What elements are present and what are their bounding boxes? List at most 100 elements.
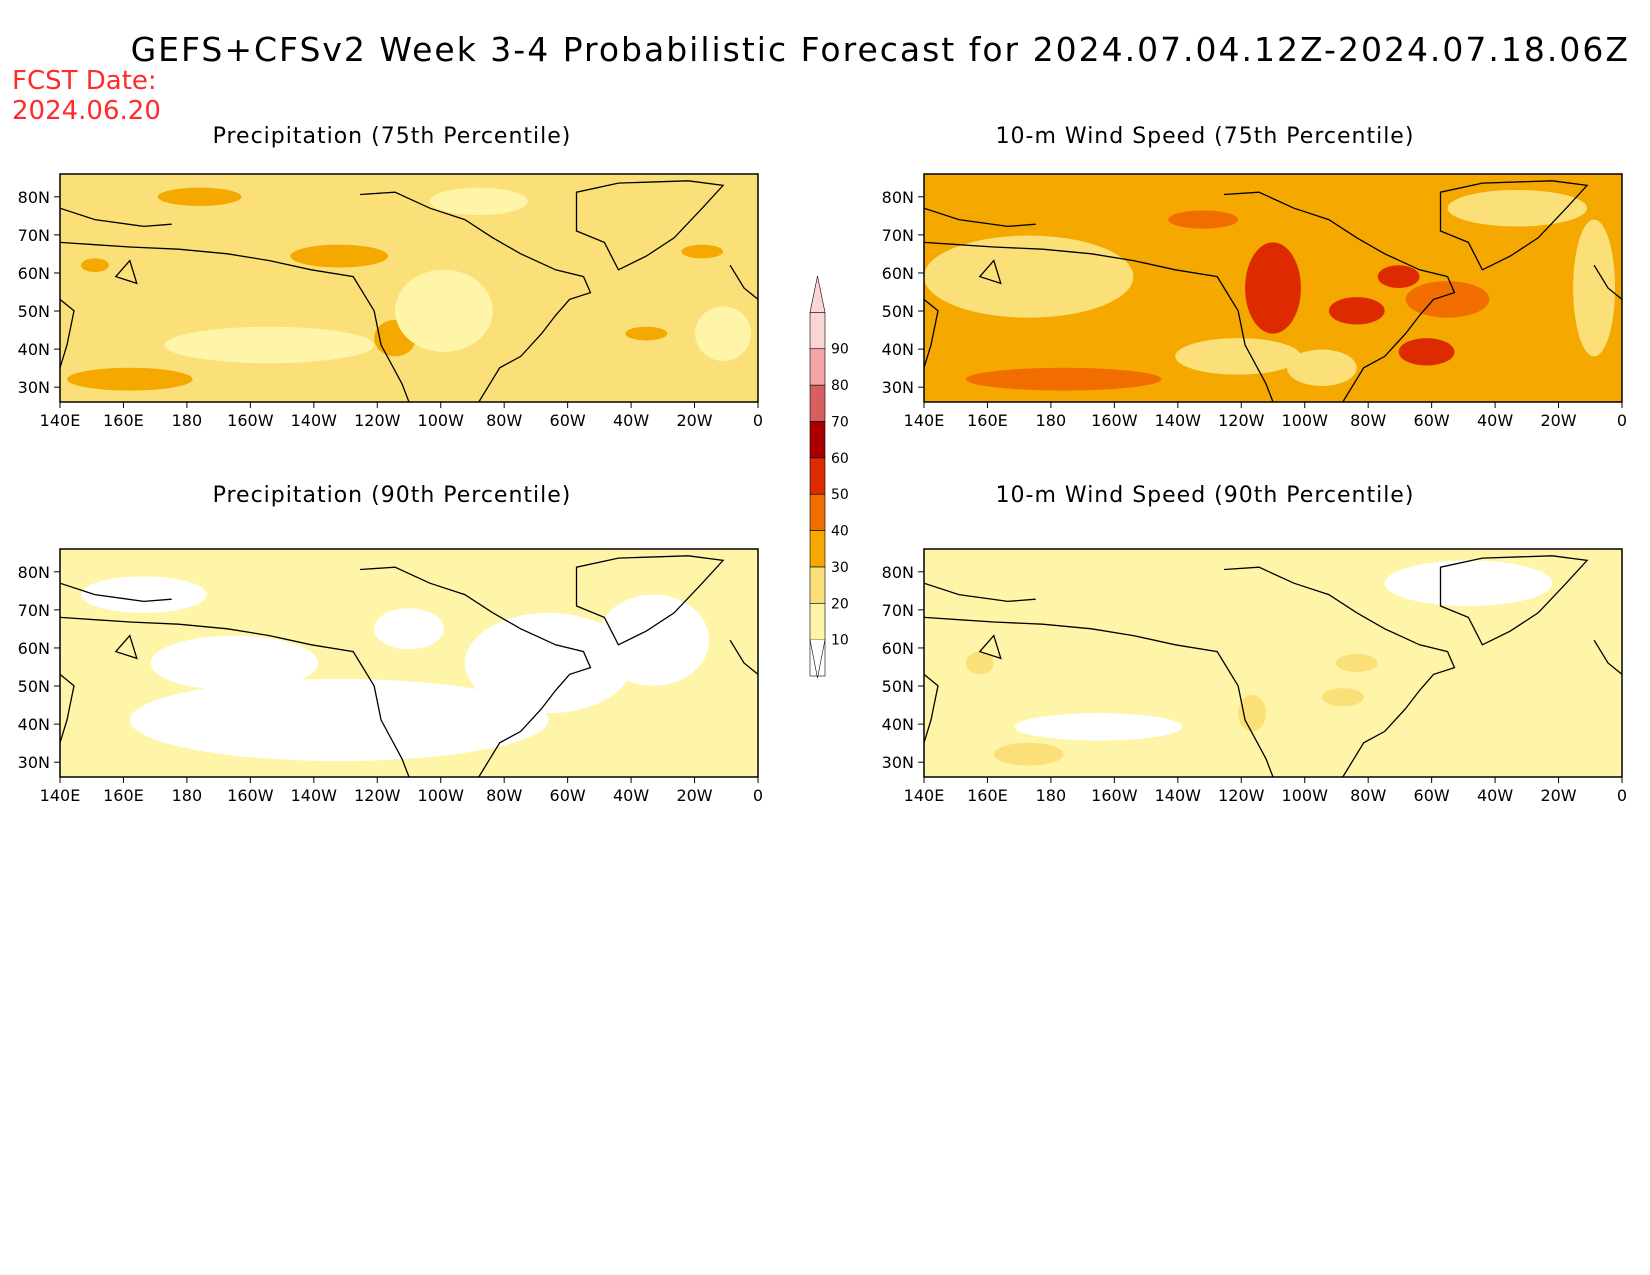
shaded-region	[625, 326, 668, 341]
colorbar-label: 30	[831, 560, 849, 576]
lat-tick-label: 60N	[18, 264, 50, 283]
lon-tick-label: 160E	[967, 411, 1008, 430]
shaded-region	[924, 235, 1134, 318]
lon-tick-label: 0	[1617, 786, 1627, 805]
colorbar-segment	[809, 530, 826, 568]
lon-tick-label: 100W	[418, 411, 465, 430]
lon-tick-label: 80W	[1350, 411, 1386, 430]
lon-tick-label: 40W	[1477, 411, 1513, 430]
shaded-region	[290, 244, 389, 268]
lon-tick-label: 60W	[1414, 786, 1450, 805]
lat-tick-label: 60N	[18, 639, 50, 658]
lat-tick-label: 40N	[882, 715, 914, 734]
lon-tick-label: 20W	[676, 411, 712, 430]
shaded-region	[129, 678, 549, 762]
panel-title-wind-90: 10-m Wind Speed (90th Percentile)	[995, 483, 1415, 508]
shaded-region	[1286, 349, 1357, 387]
lat-tick-label: 30N	[882, 378, 914, 397]
shaded-region	[1573, 219, 1616, 357]
shaded-region	[965, 367, 1162, 391]
colorbar-segment	[809, 457, 826, 495]
coastline	[60, 241, 375, 312]
lat-tick-label: 30N	[18, 378, 50, 397]
lat-tick-label: 80N	[18, 188, 50, 207]
lon-tick-label: 120W	[354, 411, 401, 430]
panel-title-precip-75: Precipitation (75th Percentile)	[212, 124, 572, 149]
map-panel-2: 140E 160E 180 160W 140W 120W 100W 80W 60W 40W 20W 0…	[882, 173, 1627, 430]
shaded-region	[374, 608, 444, 650]
lon-tick-label: 80W	[1350, 786, 1386, 805]
coastline	[60, 298, 75, 368]
lon-tick-label: 20W	[1540, 411, 1576, 430]
colorbar-segment	[809, 421, 826, 459]
lat-tick-label: 70N	[18, 601, 50, 620]
map-frame	[59, 548, 759, 778]
colorbar-bottom-arrow	[809, 639, 826, 679]
map-frame	[923, 173, 1623, 403]
shaded-region	[80, 258, 109, 273]
lon-tick-label: 0	[753, 786, 763, 805]
coastline	[924, 616, 1239, 687]
lat-tick-label: 40N	[18, 340, 50, 359]
lon-tick-label: 140E	[40, 786, 81, 805]
lat-tick-label: 30N	[882, 753, 914, 772]
lon-tick-label: 180	[1036, 786, 1067, 805]
colorbar-segment	[809, 566, 826, 604]
coastline	[1237, 310, 1274, 402]
shaded-region	[429, 187, 528, 216]
lon-tick-label: 160E	[103, 786, 144, 805]
lon-tick-label: 60W	[550, 786, 586, 805]
coastline	[60, 207, 172, 228]
shaded-region	[1014, 713, 1183, 741]
coastline	[1224, 191, 1456, 402]
coastline	[60, 582, 172, 603]
lat-tick-label: 50N	[882, 302, 914, 321]
map-panel-4: 140E 160E 180 160W 140W 120W 100W 80W 60W 40W 20W 0…	[882, 548, 1627, 805]
map-frame	[923, 548, 1623, 778]
colorbar-segment	[809, 312, 826, 350]
coastline	[114, 634, 138, 660]
lon-tick-label: 100W	[418, 786, 465, 805]
lon-tick-label: 160E	[967, 786, 1008, 805]
shaded-region	[164, 326, 375, 364]
lon-tick-label: 140E	[904, 411, 945, 430]
colorbar-label: 40	[831, 524, 849, 540]
colorbar-segment	[809, 493, 826, 531]
lon-tick-label: 0	[1617, 411, 1627, 430]
lon-tick-label: 180	[172, 411, 203, 430]
lon-tick-label: 160W	[227, 411, 274, 430]
lat-tick-label: 60N	[882, 264, 914, 283]
shaded-region	[1335, 653, 1378, 673]
lon-tick-label: 140E	[904, 786, 945, 805]
panel-title-wind-75: 10-m Wind Speed (75th Percentile)	[995, 124, 1415, 149]
lon-tick-label: 120W	[1218, 786, 1265, 805]
lon-tick-label: 0	[753, 411, 763, 430]
lat-tick-label: 30N	[18, 753, 50, 772]
shaded-region	[965, 651, 994, 675]
coastline	[360, 191, 592, 402]
lon-tick-label: 40W	[1477, 786, 1513, 805]
coastline	[373, 685, 410, 777]
shaded-region	[395, 269, 493, 352]
coastline	[924, 298, 939, 368]
coastline	[978, 259, 1002, 285]
lon-tick-label: 80W	[486, 786, 522, 805]
coastline	[1224, 566, 1456, 777]
lon-tick-label: 180	[172, 786, 203, 805]
shaded-region	[695, 306, 752, 361]
lon-tick-label: 160W	[227, 786, 274, 805]
lat-tick-label: 60N	[882, 639, 914, 658]
lon-tick-label: 160W	[1091, 786, 1138, 805]
lon-tick-label: 160W	[1091, 411, 1138, 430]
colorbar-label: 80	[831, 378, 849, 394]
shaded-region	[1321, 688, 1364, 707]
lon-tick-label: 20W	[676, 786, 712, 805]
coastline	[1593, 639, 1622, 675]
coastline	[1593, 264, 1622, 300]
coastline	[729, 264, 758, 300]
colorbar-segment	[809, 348, 826, 386]
shaded-region	[993, 742, 1064, 766]
coastline	[729, 639, 758, 675]
shaded-region	[1328, 297, 1385, 325]
coastline	[1237, 685, 1274, 777]
